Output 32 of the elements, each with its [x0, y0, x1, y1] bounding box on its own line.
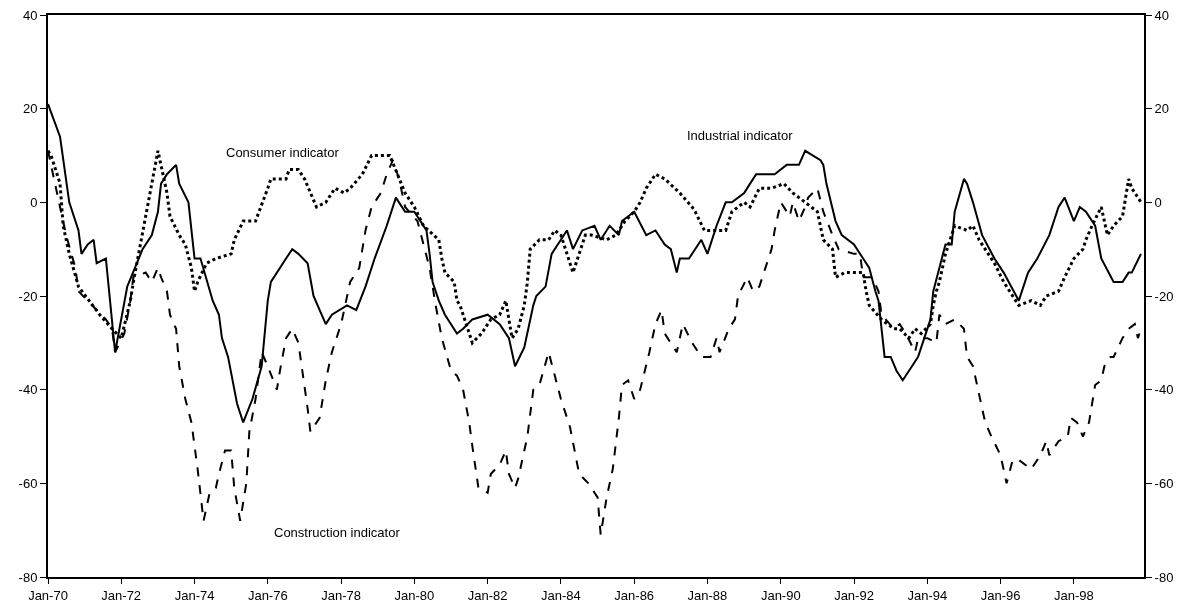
y-tick-label: -60	[18, 475, 38, 491]
text: Construction indicator	[274, 525, 401, 540]
x-tick-label: Jan-96	[980, 587, 1021, 603]
x-tick-label: Jan-84	[541, 587, 581, 603]
x-tick-label: Jan-80	[394, 587, 435, 603]
y2-tick-label: -60	[1154, 475, 1174, 491]
series-label: Industrial indicator	[687, 128, 794, 143]
y2-tick-label: 20	[1154, 101, 1170, 117]
x-tick-label: Jan-92	[834, 587, 874, 603]
y-tick-label: 40	[22, 7, 38, 23]
y2-tick-label: -40	[1154, 382, 1174, 398]
x-tick-label: Jan-82	[467, 587, 508, 603]
y2-tick-label: 0	[1154, 194, 1162, 210]
x-tick-label: Jan-98	[1054, 587, 1094, 603]
x-tick-label: Jan-70	[28, 587, 68, 603]
y-tick-label: 0	[30, 194, 38, 210]
x-tick-label: Jan-90	[760, 587, 801, 603]
x-tick-label: Jan-86	[614, 587, 655, 603]
y-tick-label: 20	[22, 101, 38, 117]
x-tick-label: Jan-88	[687, 587, 728, 603]
x-tick-label: Jan-94	[907, 587, 948, 603]
y-tick-label: -80	[18, 569, 38, 585]
x-tick-label: Jan-72	[101, 587, 142, 603]
series-label: Consumer indicator	[226, 145, 340, 160]
x-tick-label: Jan-76	[247, 587, 288, 603]
y-tick-label: -20	[18, 288, 38, 304]
y-tick-label: -40	[18, 382, 38, 398]
x-tick-label: Jan-74	[174, 587, 215, 603]
y2-tick-label: 40	[1154, 7, 1170, 23]
y2-tick-label: -80	[1154, 569, 1174, 585]
x-tick-label: Jan-78	[321, 587, 361, 603]
y2-tick-label: -20	[1154, 288, 1174, 304]
